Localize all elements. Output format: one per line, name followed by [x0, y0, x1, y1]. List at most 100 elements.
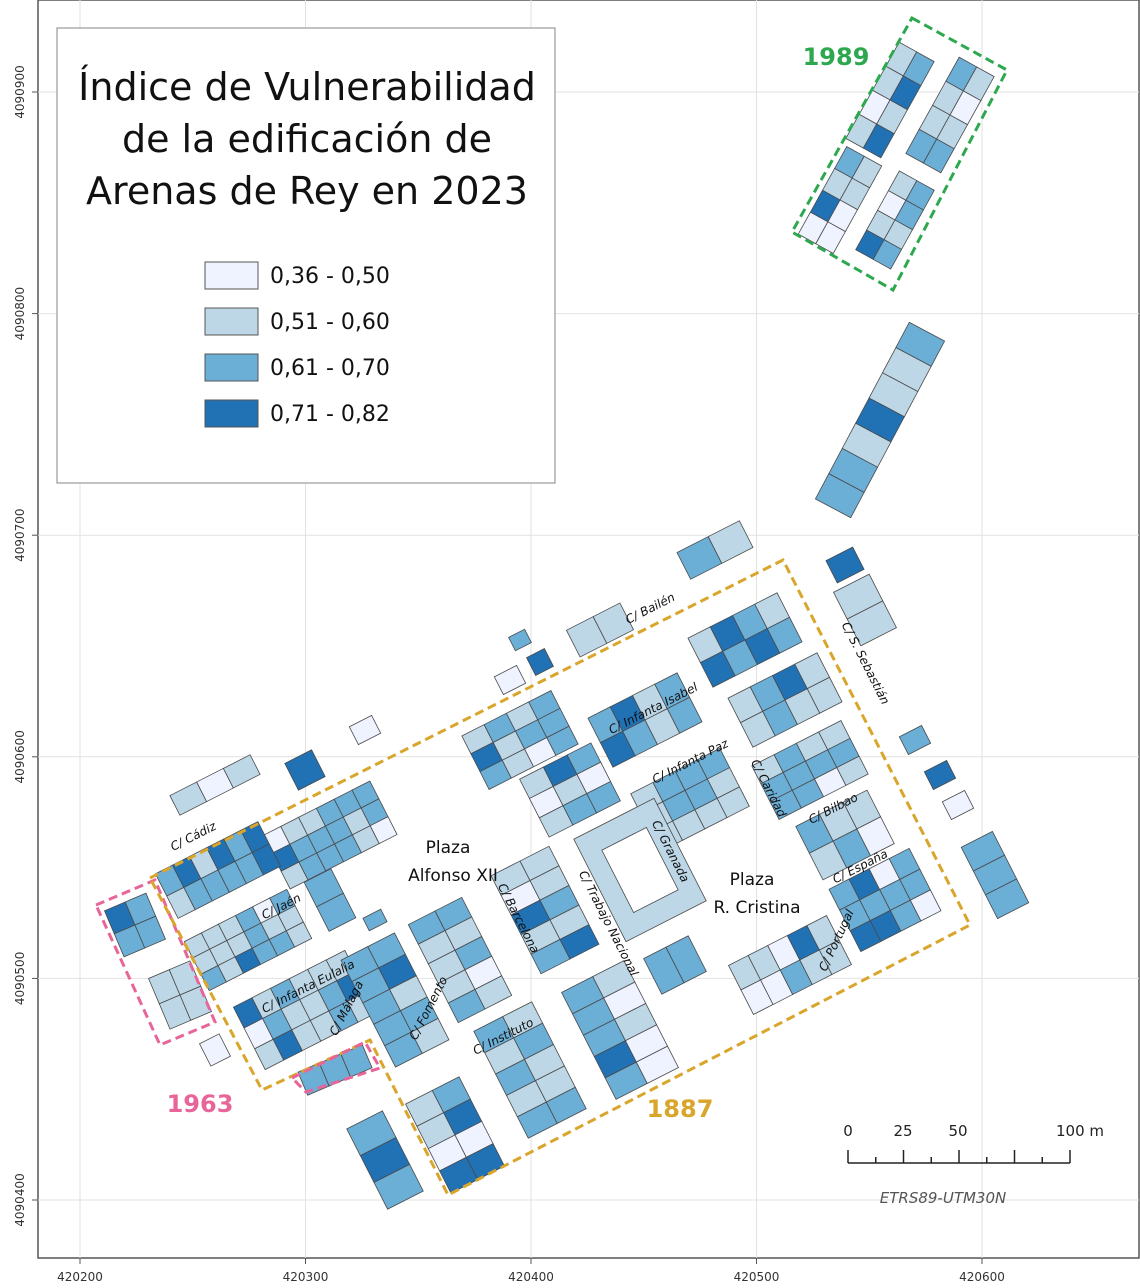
buildings	[103, 41, 1030, 1210]
building	[373, 1163, 424, 1210]
period-outline	[789, 15, 1010, 293]
block	[828, 847, 942, 953]
building	[872, 239, 903, 270]
courtyard	[601, 826, 679, 914]
building	[923, 759, 957, 791]
period-outline	[147, 557, 973, 1198]
building	[707, 520, 754, 564]
block	[169, 754, 261, 816]
legend-swatch	[204, 353, 259, 382]
legend: Índice de Vulnerabilidad de la edificació…	[56, 27, 556, 484]
block	[198, 1033, 232, 1067]
plaza-label: Alfonso XII	[408, 866, 498, 886]
block	[960, 830, 1030, 920]
building	[814, 473, 865, 519]
x-tick-label: 420400	[508, 1270, 554, 1284]
block	[687, 592, 803, 688]
block	[362, 908, 388, 932]
block	[461, 690, 579, 790]
building	[716, 786, 750, 819]
block	[587, 672, 703, 768]
legend-label: 0,71 - 0,82	[270, 402, 390, 427]
block	[845, 41, 935, 159]
building	[508, 628, 532, 652]
building	[836, 755, 869, 786]
block	[573, 797, 707, 943]
building	[766, 616, 803, 654]
building	[369, 816, 398, 845]
building	[474, 975, 513, 1010]
building	[846, 600, 897, 647]
block	[797, 146, 883, 254]
building	[592, 602, 635, 644]
y-tick-label: 4090700	[13, 508, 27, 561]
legend-box	[56, 27, 556, 484]
scale-label: 25	[893, 1122, 912, 1140]
building	[348, 714, 382, 746]
scale-label: 0	[843, 1122, 853, 1140]
x-tick-label: 420600	[959, 1270, 1005, 1284]
block	[340, 932, 450, 1068]
legend-label: 0,51 - 0,60	[270, 310, 390, 335]
block	[565, 602, 635, 658]
plaza-label: R. Cristina	[713, 898, 800, 918]
scale-label: 50	[948, 1122, 967, 1140]
block	[103, 892, 167, 958]
block	[154, 821, 282, 919]
building	[284, 749, 326, 791]
building	[862, 123, 895, 159]
scale-label: 100 m	[1056, 1122, 1104, 1140]
block	[284, 749, 326, 791]
crs-label: ETRS89-UTM30N	[880, 1189, 1006, 1207]
block	[825, 546, 865, 584]
block	[490, 845, 600, 975]
building	[666, 696, 703, 734]
block	[643, 935, 707, 995]
block	[751, 720, 869, 820]
building	[825, 546, 865, 584]
building	[922, 138, 955, 174]
legend-swatch	[204, 307, 259, 336]
building	[806, 676, 843, 714]
block	[508, 628, 532, 652]
building	[586, 780, 621, 814]
legend-title: Arenas de Rey en 2023	[86, 169, 528, 213]
building	[856, 816, 895, 857]
block	[303, 868, 357, 932]
block	[232, 949, 378, 1071]
block	[473, 1001, 587, 1139]
plaza-label: Plaza	[426, 838, 471, 858]
y-tick-label: 4090500	[13, 952, 27, 1005]
block	[561, 960, 679, 1100]
y-tick-label: 4090400	[13, 1173, 27, 1226]
block	[519, 742, 621, 838]
block	[905, 56, 995, 174]
building	[251, 843, 282, 876]
period-outline	[93, 878, 217, 1047]
period-label: 1887	[647, 1095, 714, 1123]
block	[795, 789, 895, 881]
plaza-label: Plaza	[730, 870, 775, 890]
building	[134, 915, 167, 949]
building	[559, 924, 600, 960]
x-tick-label: 420300	[283, 1270, 329, 1284]
building	[815, 221, 846, 254]
block	[727, 652, 843, 748]
block	[898, 724, 932, 756]
period-label: 1989	[803, 43, 870, 71]
block	[727, 914, 853, 1016]
block	[814, 321, 946, 519]
building	[984, 878, 1030, 920]
building	[526, 648, 554, 676]
building	[362, 908, 388, 932]
block	[923, 759, 957, 791]
legend-swatch	[204, 261, 259, 290]
scale-bar: 0 25 50 100 m ETRS89-UTM30N	[843, 1122, 1104, 1207]
building	[545, 1086, 587, 1124]
block	[855, 170, 935, 270]
building	[316, 892, 357, 932]
block	[941, 789, 975, 821]
block	[348, 714, 382, 746]
legend-swatch	[204, 399, 259, 428]
